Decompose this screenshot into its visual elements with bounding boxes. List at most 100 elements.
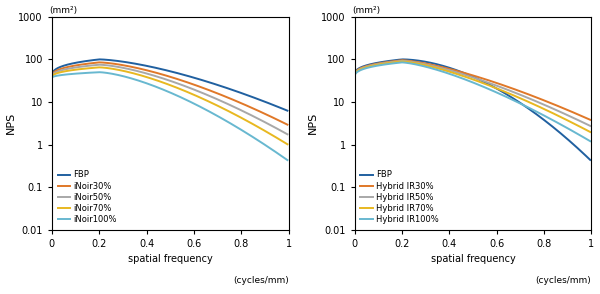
iNoir70%	[109, 67, 116, 71]
Legend: FBP, iNoir30%, iNoir50%, iNoir70%, iNoir100%: FBP, iNoir30%, iNoir50%, iNoir70%, iNoir…	[56, 169, 119, 225]
FBP	[90, 58, 97, 62]
Hybrid IR30%	[351, 71, 358, 75]
Line: iNoir30%: iNoir30%	[52, 62, 287, 125]
iNoir50%	[188, 87, 195, 90]
Line: Hybrid IR50%: Hybrid IR50%	[355, 61, 590, 126]
iNoir30%	[206, 88, 213, 92]
Hybrid IR50%	[351, 72, 358, 76]
iNoir100%	[155, 86, 163, 90]
iNoir70%	[155, 79, 163, 83]
iNoir30%	[95, 61, 103, 64]
Hybrid IR50%	[398, 59, 406, 63]
iNoir70%	[188, 92, 195, 95]
Hybrid IR50%	[529, 98, 536, 101]
Line: Hybrid IR100%: Hybrid IR100%	[355, 62, 590, 141]
Hybrid IR100%	[529, 108, 536, 111]
iNoir100%	[90, 71, 97, 74]
Hybrid IR30%	[529, 94, 536, 98]
Hybrid IR100%	[398, 61, 406, 64]
iNoir30%	[49, 73, 56, 76]
FBP	[412, 59, 419, 62]
Legend: FBP, Hybrid IR30%, Hybrid IR50%, Hybrid IR70%, Hybrid IR100%: FBP, Hybrid IR30%, Hybrid IR50%, Hybrid …	[359, 169, 441, 225]
Hybrid IR30%	[393, 59, 400, 63]
iNoir30%	[155, 72, 163, 75]
iNoir70%	[206, 100, 213, 104]
Hybrid IR100%	[509, 98, 516, 101]
iNoir50%	[284, 133, 291, 136]
Hybrid IR50%	[509, 90, 516, 93]
FBP	[351, 71, 358, 74]
iNoir30%	[90, 61, 97, 65]
iNoir30%	[188, 82, 195, 86]
iNoir50%	[206, 94, 213, 98]
iNoir100%	[188, 101, 195, 104]
X-axis label: spatial frequency: spatial frequency	[431, 254, 515, 264]
iNoir100%	[95, 71, 103, 74]
Hybrid IR30%	[458, 71, 466, 74]
Text: (mm²): (mm²)	[49, 6, 77, 15]
iNoir100%	[109, 72, 116, 76]
iNoir100%	[206, 110, 213, 113]
Hybrid IR70%	[509, 93, 516, 97]
Text: (cycles/mm): (cycles/mm)	[536, 276, 592, 285]
Hybrid IR30%	[412, 60, 419, 64]
FBP	[155, 67, 163, 70]
Line: Hybrid IR70%: Hybrid IR70%	[355, 61, 590, 132]
iNoir30%	[284, 123, 291, 126]
Hybrid IR30%	[509, 87, 516, 90]
Hybrid IR50%	[393, 60, 400, 63]
Hybrid IR70%	[458, 74, 466, 77]
Line: iNoir100%: iNoir100%	[52, 72, 287, 160]
Hybrid IR70%	[351, 72, 358, 76]
Hybrid IR100%	[458, 76, 466, 80]
Hybrid IR100%	[393, 61, 400, 65]
iNoir100%	[226, 121, 233, 125]
iNoir50%	[109, 64, 116, 68]
FBP	[398, 58, 406, 61]
FBP	[226, 87, 233, 91]
iNoir50%	[49, 74, 56, 77]
Line: FBP: FBP	[355, 59, 590, 160]
Hybrid IR100%	[412, 63, 419, 66]
FBP	[509, 96, 516, 100]
Line: Hybrid IR30%: Hybrid IR30%	[355, 60, 590, 120]
Y-axis label: NPS: NPS	[308, 112, 319, 134]
FBP	[284, 109, 291, 112]
Hybrid IR100%	[587, 139, 594, 143]
Hybrid IR50%	[458, 72, 466, 76]
Hybrid IR70%	[393, 60, 400, 64]
FBP	[393, 58, 400, 62]
Hybrid IR70%	[398, 60, 406, 63]
iNoir70%	[226, 110, 233, 113]
iNoir50%	[226, 103, 233, 107]
Hybrid IR70%	[529, 102, 536, 106]
Hybrid IR100%	[351, 73, 358, 77]
Hybrid IR30%	[587, 118, 594, 121]
Hybrid IR50%	[490, 83, 497, 86]
X-axis label: spatial frequency: spatial frequency	[128, 254, 212, 264]
FBP	[458, 70, 466, 74]
Line: iNoir70%: iNoir70%	[52, 67, 287, 144]
Line: FBP: FBP	[52, 59, 287, 111]
FBP	[95, 58, 103, 61]
Hybrid IR50%	[412, 61, 419, 64]
iNoir30%	[109, 62, 116, 65]
iNoir100%	[284, 158, 291, 162]
FBP	[529, 110, 536, 113]
iNoir50%	[90, 64, 97, 67]
Hybrid IR50%	[587, 124, 594, 128]
Hybrid IR30%	[490, 80, 497, 84]
iNoir70%	[90, 66, 97, 70]
FBP	[490, 85, 497, 89]
Text: (cycles/mm): (cycles/mm)	[233, 276, 289, 285]
Hybrid IR70%	[587, 130, 594, 134]
Text: (mm²): (mm²)	[352, 6, 380, 15]
Hybrid IR100%	[490, 90, 497, 93]
FBP	[109, 59, 116, 62]
iNoir100%	[49, 76, 56, 79]
FBP	[188, 75, 195, 79]
iNoir30%	[226, 96, 233, 100]
iNoir50%	[155, 75, 163, 79]
Hybrid IR30%	[398, 59, 406, 62]
iNoir70%	[49, 74, 56, 78]
